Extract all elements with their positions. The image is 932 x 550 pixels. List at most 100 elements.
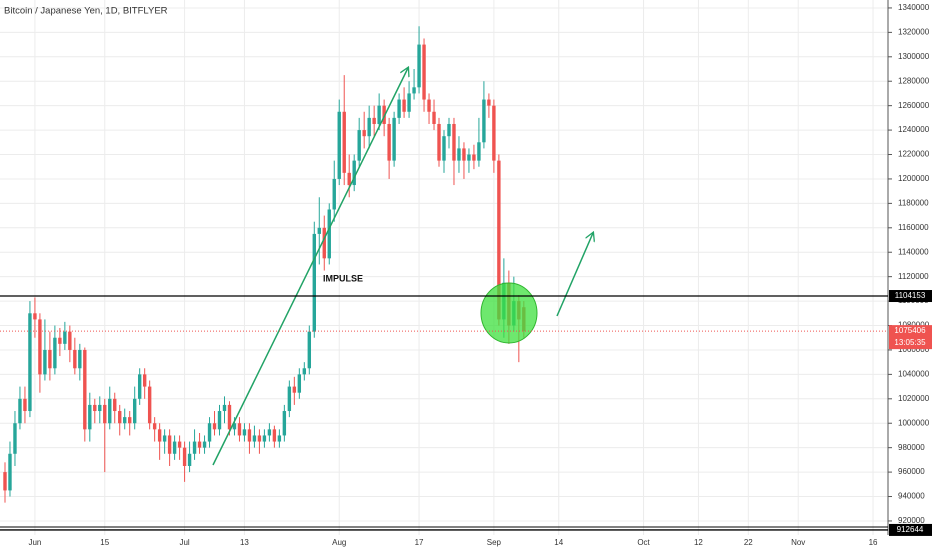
y-tick-label: 1200000 — [898, 174, 930, 183]
y-tick-label: 1280000 — [898, 76, 930, 85]
candle-body — [392, 117, 396, 161]
x-tick-label: 14 — [554, 538, 563, 547]
candle-body — [33, 313, 37, 320]
candle-body — [442, 136, 446, 161]
candle-body — [462, 148, 466, 161]
candle-body — [232, 423, 237, 430]
candle-body — [242, 429, 247, 436]
y-tick-label: 1080000 — [898, 321, 930, 330]
highlight-circle — [480, 282, 538, 344]
candle-body — [247, 429, 252, 442]
candle-body — [123, 417, 127, 424]
candle-body — [83, 349, 87, 430]
candle-body — [292, 386, 297, 393]
candle-body — [187, 453, 192, 466]
candle-body — [132, 398, 137, 424]
y-tick-label: 1000000 — [898, 418, 930, 427]
x-tick-label: Aug — [332, 538, 346, 547]
candle-body — [447, 123, 451, 137]
candle-body — [302, 368, 307, 375]
candle-body — [103, 404, 107, 424]
candle-body — [142, 374, 147, 387]
candle-body — [28, 313, 32, 412]
candle-body — [202, 441, 207, 448]
candle-body — [43, 349, 47, 375]
candle-body — [13, 423, 17, 454]
x-tick-label: 12 — [694, 538, 703, 547]
y-tick-label: 1140000 — [898, 247, 929, 256]
candle-body — [128, 417, 132, 424]
y-tick-label: 1180000 — [898, 198, 929, 207]
candle-body — [332, 178, 336, 210]
price-label-bg — [889, 523, 932, 536]
candle-body — [147, 386, 152, 424]
arrow — [556, 233, 593, 317]
candle-body — [18, 398, 22, 424]
candle-body — [177, 441, 182, 448]
candle-body — [197, 441, 202, 448]
candle-body — [267, 429, 272, 436]
annotation: IMPULSE — [323, 273, 363, 283]
candle-body — [337, 111, 341, 179]
candle-body — [78, 349, 82, 369]
x-tick-label: 16 — [869, 538, 878, 547]
candle-body — [422, 44, 426, 100]
arrow — [212, 68, 408, 466]
candle-body — [182, 447, 187, 466]
candle-body — [192, 441, 197, 454]
candle-body — [287, 386, 292, 412]
candle-body — [352, 160, 356, 186]
y-tick-label: 1260000 — [898, 101, 930, 110]
candle-body — [372, 117, 376, 124]
candle-body — [432, 111, 436, 124]
y-tick-label: 940000 — [898, 492, 925, 501]
candle-body — [272, 429, 277, 442]
x-tick-label: Sep — [487, 538, 502, 547]
candle-body — [53, 337, 57, 369]
candle-body — [277, 435, 282, 442]
candle-body — [282, 411, 287, 436]
candle-body — [472, 154, 476, 161]
candle-body — [98, 404, 102, 412]
candle-body — [497, 160, 501, 320]
candle-body — [427, 99, 431, 112]
candle-body — [412, 87, 416, 94]
candle-body — [327, 209, 331, 259]
candle-body — [237, 423, 242, 436]
candle-body — [437, 123, 441, 161]
candle-body — [362, 130, 366, 137]
y-tick-label: 1340000 — [898, 3, 930, 12]
candle-body — [467, 154, 471, 161]
x-tick-label: Oct — [637, 538, 650, 547]
y-tick-label: 960000 — [898, 467, 925, 476]
candle-body — [297, 374, 302, 393]
candle-body — [452, 123, 456, 161]
candle-body — [387, 123, 391, 161]
candle-body — [162, 435, 167, 442]
x-tick-label: Jul — [179, 538, 189, 547]
y-tick-label: 1040000 — [898, 369, 930, 378]
candle-body — [157, 429, 162, 442]
price-label-bg — [889, 290, 932, 303]
y-tick-label: 1240000 — [898, 125, 930, 134]
candle-body — [487, 99, 491, 106]
x-tick-label: 15 — [100, 538, 109, 547]
x-tick-label: 22 — [744, 538, 753, 547]
candle-body — [217, 411, 222, 430]
candle-body — [252, 435, 257, 442]
candle-body — [152, 423, 157, 430]
y-tick-label: 1300000 — [898, 52, 930, 61]
candle-body — [257, 435, 262, 442]
candle-body — [48, 349, 52, 369]
candle-body — [492, 105, 496, 161]
candle-body — [73, 349, 77, 369]
candle-body — [402, 99, 406, 112]
candle-body — [108, 398, 112, 424]
y-tick-label: 1120000 — [898, 272, 929, 281]
candle-body — [357, 130, 361, 161]
price-label: 1075406 — [894, 326, 926, 335]
x-tick-label: 13 — [240, 538, 249, 547]
candle-body — [342, 111, 346, 173]
candle-body — [457, 148, 461, 161]
